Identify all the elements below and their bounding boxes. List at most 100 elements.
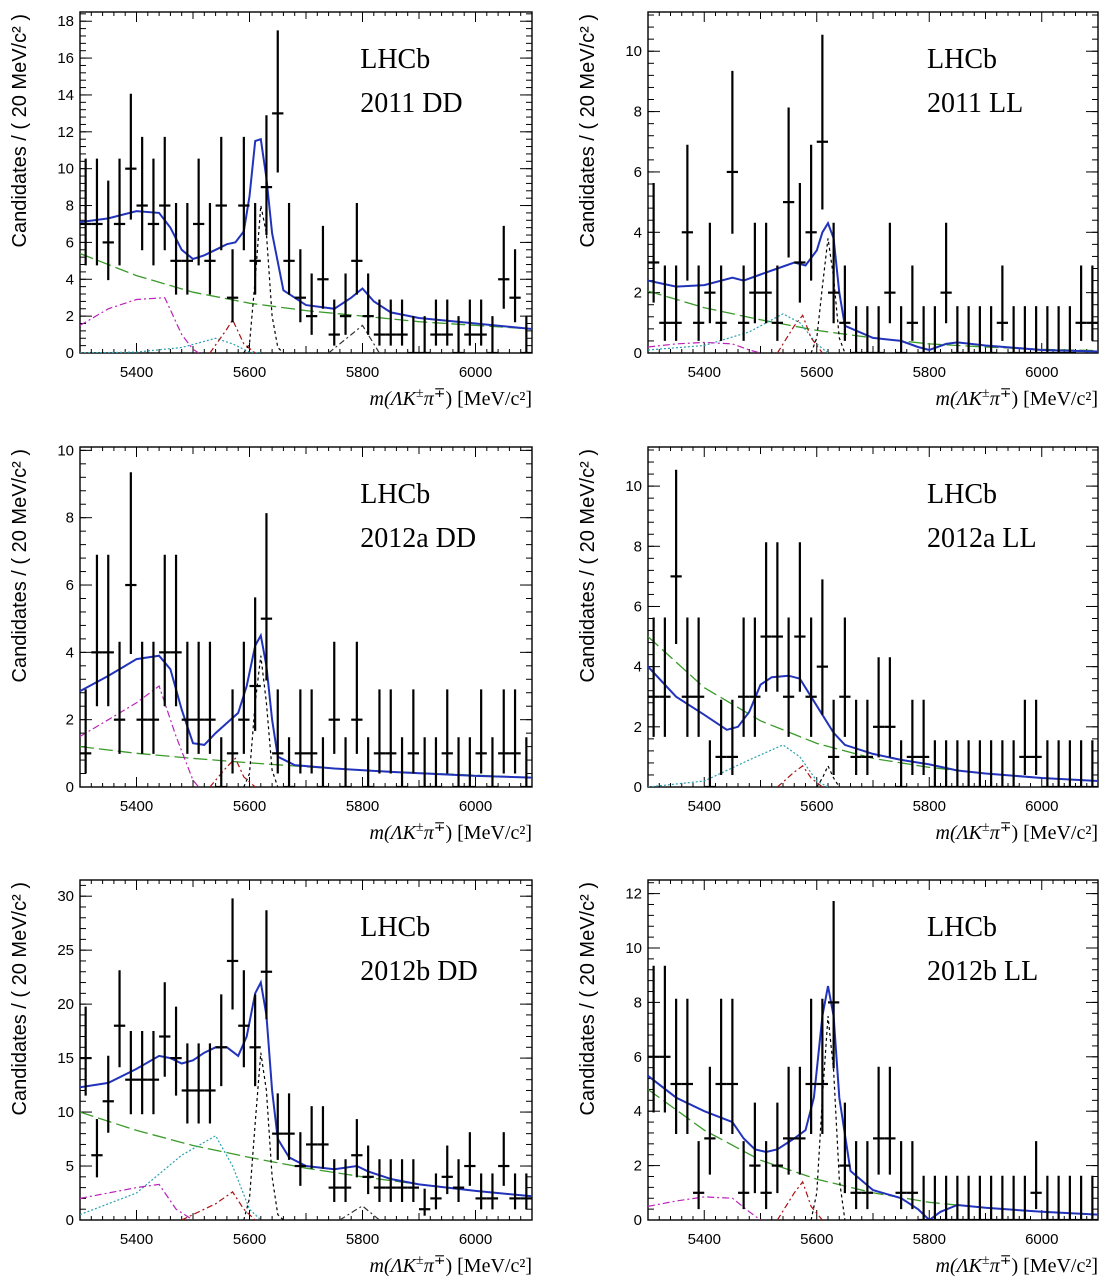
plot-frame <box>647 446 1099 788</box>
fit-curves <box>648 220 1098 353</box>
data-point <box>985 306 997 353</box>
data-points <box>80 898 532 1216</box>
x-label-part: m(ΛK <box>936 388 984 410</box>
curve-other2 <box>328 324 380 353</box>
x-label-part: π <box>990 822 1001 844</box>
data-point <box>906 265 918 341</box>
x-tick-label: 5600 <box>233 364 266 381</box>
data-point <box>125 93 137 220</box>
data-point <box>136 136 148 251</box>
y-tick-label: 15 <box>57 1050 74 1067</box>
x-label-part: ± <box>982 1253 990 1268</box>
data-point <box>873 657 885 758</box>
experiment-label: LHCb <box>927 479 997 510</box>
data-point <box>283 1093 295 1160</box>
x-label-part: ∓ <box>1000 386 1012 401</box>
data-point <box>1086 740 1098 787</box>
fit-curves <box>80 137 532 353</box>
data-point <box>486 737 499 787</box>
data-point <box>681 998 693 1134</box>
data-point <box>396 737 408 787</box>
data-point <box>760 222 772 324</box>
data-point <box>430 299 442 346</box>
data-point <box>951 1175 963 1220</box>
curve-signal <box>810 238 846 353</box>
x-label-part: π <box>990 388 1001 410</box>
fit-curves <box>648 985 1098 1220</box>
curve-total <box>648 665 1098 782</box>
data-point <box>147 1031 160 1115</box>
x-label-part: m(ΛK <box>370 1255 418 1277</box>
data-point <box>1019 699 1031 775</box>
data-point <box>1086 1175 1098 1220</box>
data-points <box>80 30 532 353</box>
x-label-part: ∓ <box>434 820 446 835</box>
data-points <box>648 900 1098 1220</box>
data-point <box>464 299 476 346</box>
data-point <box>419 316 431 353</box>
x-tick-label: 5800 <box>913 364 946 381</box>
data-point <box>816 998 828 1134</box>
x-label-part: m(ΛK <box>936 1255 984 1277</box>
y-tick-label: 10 <box>625 43 642 60</box>
x-tick-label: 6000 <box>459 798 492 815</box>
experiment-label: LHCb <box>360 44 430 75</box>
data-point <box>929 1175 941 1220</box>
data-point <box>974 1175 986 1220</box>
data-point <box>929 306 941 353</box>
data-point <box>895 740 907 787</box>
data-point <box>749 222 761 324</box>
data-point <box>794 1066 806 1175</box>
x-tick-label: 5800 <box>346 364 379 381</box>
data-point <box>317 737 329 787</box>
y-tick-label: 2 <box>634 1158 642 1175</box>
x-label-part: ) [MeV/c²] <box>445 388 532 410</box>
x-axis-label: m(ΛK±π∓) [MeV/c²] <box>936 820 1099 844</box>
x-tick-label: 5600 <box>233 798 266 815</box>
data-point <box>328 299 340 346</box>
data-point <box>1041 740 1053 787</box>
y-tick-label: 0 <box>66 1212 74 1229</box>
data-point <box>362 737 374 787</box>
curve-cross-feed <box>648 744 829 787</box>
curve-combinatorial <box>80 252 532 330</box>
data-point <box>170 203 182 295</box>
data-point <box>249 203 261 295</box>
data-point <box>726 70 738 234</box>
data-point <box>749 617 761 737</box>
data-point <box>873 306 885 353</box>
y-tick-label: 8 <box>66 198 74 215</box>
data-point <box>475 1173 487 1210</box>
data-point <box>306 1106 318 1169</box>
data-point <box>193 158 205 266</box>
data-point <box>80 689 92 774</box>
y-tick-label: 8 <box>634 104 642 121</box>
data-point <box>1019 306 1031 353</box>
data-point <box>963 1175 975 1220</box>
curve-total <box>80 137 532 330</box>
y-tick-label: 10 <box>625 940 642 957</box>
data-point <box>509 689 521 774</box>
data-point <box>351 1119 363 1178</box>
y-tick-label: 2 <box>634 719 642 736</box>
y-tick-label: 0 <box>66 779 74 796</box>
curve-combinatorial <box>80 745 532 779</box>
plot-frame <box>647 879 1099 1221</box>
data-point <box>147 158 160 266</box>
y-tick-label: 0 <box>634 779 642 796</box>
x-axis-label: m(ΛK±π∓) [MeV/c²] <box>936 1253 1099 1277</box>
x-label-part: m(ΛK <box>936 822 984 844</box>
data-point <box>963 306 975 353</box>
data-point <box>648 617 660 737</box>
data-point <box>125 472 137 655</box>
data-point <box>1064 740 1076 787</box>
dataset-label: 2011 LL <box>927 88 1023 119</box>
y-axis-label: Candidates / ( 20 MeV/c² ) <box>9 882 31 1115</box>
experiment-label: LHCb <box>927 44 997 75</box>
data-point <box>441 689 453 774</box>
data-point <box>294 249 306 323</box>
data-point <box>895 1141 907 1210</box>
data-point <box>260 910 273 1020</box>
data-point <box>396 299 408 346</box>
y-tick-label: 8 <box>66 510 74 527</box>
